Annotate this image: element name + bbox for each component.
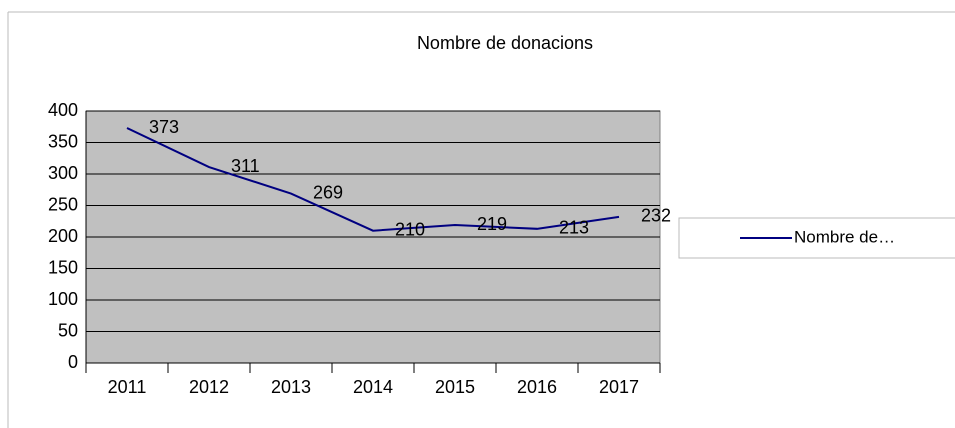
data-label: 213 (559, 218, 589, 238)
y-tick-label: 0 (68, 352, 78, 372)
data-label: 269 (313, 182, 343, 202)
x-tick-label: 2013 (271, 377, 311, 397)
chart-title: Nombre de donacions (417, 33, 593, 53)
data-label: 232 (641, 206, 671, 226)
y-tick-label: 250 (48, 194, 78, 214)
y-tick-label: 350 (48, 131, 78, 151)
legend-box (678, 217, 955, 259)
data-label: 210 (395, 219, 425, 239)
x-tick-label: 2017 (599, 377, 639, 397)
y-tick-label: 50 (58, 320, 78, 340)
x-tick-label: 2014 (353, 377, 393, 397)
x-tick-label: 2011 (108, 377, 147, 397)
series-line (126, 127, 620, 232)
y-tick-label: 100 (48, 289, 78, 309)
legend-label: Nombre de… (794, 227, 895, 246)
data-label: 219 (477, 214, 507, 234)
x-tick-label: 2012 (189, 377, 229, 397)
y-tick-label: 300 (48, 163, 78, 183)
x-tick-label: 2016 (517, 377, 557, 397)
x-tick-label: 2015 (435, 377, 475, 397)
y-tick-label: 200 (48, 226, 78, 246)
data-label: 373 (149, 117, 179, 137)
data-label: 311 (231, 156, 260, 176)
y-tick-label: 400 (48, 100, 78, 120)
y-tick-label: 150 (48, 257, 78, 277)
